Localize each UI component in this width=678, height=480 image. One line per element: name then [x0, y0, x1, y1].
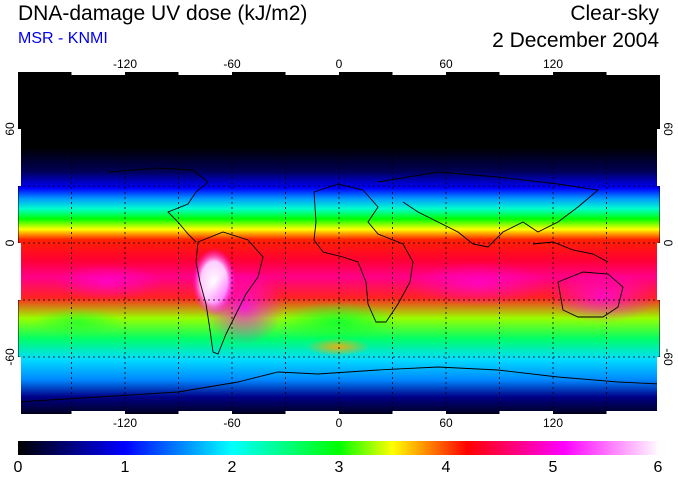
- colorbar-tick: 4: [441, 459, 451, 476]
- southern-ocean-orange: [306, 338, 370, 356]
- lat-tick-left: 0: [3, 239, 17, 247]
- lat-tick-right: 60: [661, 122, 675, 136]
- map-title: DNA-damage UV dose (kJ/m2): [18, 2, 308, 25]
- colorbar-tick: 5: [548, 459, 558, 476]
- pacific-magenta: [53, 264, 163, 300]
- lon-tick-top: -120: [112, 57, 138, 71]
- antarctica-coast: [18, 366, 660, 403]
- colorbar-tick: 6: [653, 459, 663, 476]
- south-america-magenta: [204, 269, 284, 345]
- indian-ocean-magenta: [408, 262, 548, 306]
- south-america-coast: [195, 231, 264, 355]
- lon-tick-bottom: 0: [335, 416, 343, 430]
- atlantic-green-cloud: [278, 302, 398, 342]
- lon-tick-top: -60: [223, 57, 241, 71]
- lat-tick-right: -60: [661, 348, 675, 366]
- indonesia-coast: [532, 241, 609, 263]
- lon-tick-bottom: 120: [542, 416, 564, 430]
- lat-tick-right: 0: [661, 239, 675, 247]
- colorbar-tick: 1: [120, 459, 130, 476]
- colorbar-tick: 2: [227, 459, 237, 476]
- colorbar-tick: 3: [334, 459, 344, 476]
- map-date: 2 December 2004: [492, 29, 659, 52]
- lon-tick-top: 60: [439, 57, 453, 71]
- pacific-green-cloud: [33, 308, 123, 336]
- australia-coast: [557, 271, 624, 318]
- graticule: [18, 72, 660, 414]
- north-america-coast: [107, 167, 209, 243]
- coastlines: [18, 167, 660, 403]
- lon-tick-bottom: 60: [439, 416, 453, 430]
- source-label: MSR - KNMI: [18, 30, 108, 47]
- europe-africa-coast: [313, 183, 414, 323]
- lon-tick-bottom: -120: [112, 416, 138, 430]
- colorbar: [18, 441, 660, 455]
- lon-tick-bottom: -60: [223, 416, 241, 430]
- lat-tick-left: -60: [3, 348, 17, 366]
- asia-coast: [377, 171, 600, 248]
- lat-tick-left: 60: [3, 122, 17, 136]
- colorbar-tick: 0: [13, 459, 23, 476]
- uv-dose-map: [18, 72, 660, 414]
- map-frame: [18, 72, 660, 414]
- colorbar-gradient: [18, 441, 660, 455]
- australia-magenta: [548, 271, 658, 323]
- lon-tick-top: 120: [542, 57, 564, 71]
- sky-condition: Clear-sky: [570, 2, 659, 25]
- lon-tick-top: 0: [335, 57, 343, 71]
